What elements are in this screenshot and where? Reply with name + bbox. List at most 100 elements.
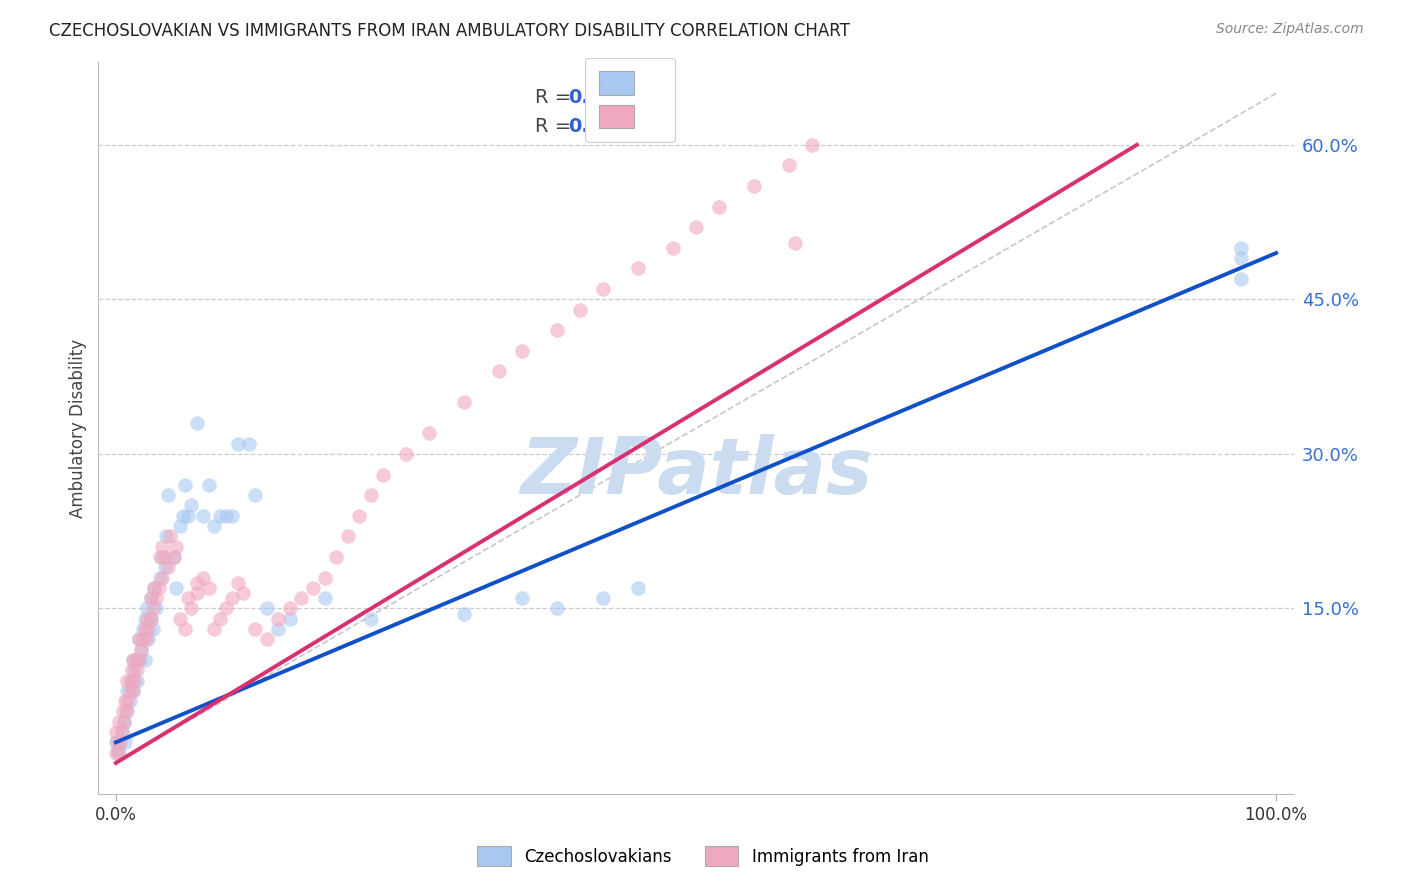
Point [136, 612, 159, 626]
Point [135, 632, 157, 647]
Point [174, 478, 197, 492]
Point [177, 591, 200, 606]
Point [134, 622, 156, 636]
Point [128, 632, 150, 647]
Point [238, 436, 260, 450]
Point [627, 581, 650, 595]
Point [685, 220, 707, 235]
Text: R =: R = [534, 88, 576, 107]
Point [110, 735, 132, 749]
Point [568, 302, 591, 317]
Point [139, 591, 162, 606]
Point [111, 725, 134, 739]
Point [114, 735, 136, 749]
Text: N =: N = [614, 117, 671, 136]
Point [150, 570, 173, 584]
Point [121, 663, 143, 677]
Point [128, 653, 150, 667]
Point [122, 653, 145, 667]
Point [120, 673, 142, 688]
Point [114, 694, 136, 708]
Point [215, 508, 238, 523]
Point [1230, 241, 1253, 255]
Point [325, 549, 347, 564]
Point [592, 282, 614, 296]
Point [191, 508, 214, 523]
Point [302, 581, 325, 595]
Point [149, 549, 172, 564]
Text: N =: N = [614, 88, 671, 107]
Point [131, 632, 153, 647]
Point [453, 607, 475, 621]
Point [243, 488, 266, 502]
Point [136, 601, 159, 615]
Point [267, 622, 290, 636]
Text: ZIPatlas: ZIPatlas [520, 434, 872, 510]
Point [256, 601, 278, 615]
Point [107, 740, 129, 755]
Legend: Czechoslovakians, Immigrants from Iran: Czechoslovakians, Immigrants from Iran [470, 838, 936, 875]
Point [128, 653, 150, 667]
Point [157, 560, 180, 574]
Point [336, 529, 359, 543]
Point [197, 581, 219, 595]
Point [290, 591, 312, 606]
Point [371, 467, 394, 482]
Point [546, 601, 568, 615]
Point [418, 426, 440, 441]
Point [139, 612, 162, 626]
Point [226, 436, 249, 450]
Point [165, 540, 187, 554]
Point [108, 746, 131, 760]
Point [122, 684, 145, 698]
Point [172, 508, 194, 523]
Point [143, 581, 166, 595]
Point [256, 632, 278, 647]
Point [349, 508, 371, 523]
Point [148, 581, 170, 595]
Point [742, 179, 765, 194]
Point [709, 200, 731, 214]
Point [314, 570, 336, 584]
Point [122, 684, 145, 698]
Point [661, 241, 683, 255]
Point [778, 158, 800, 172]
Point [111, 705, 134, 719]
Point [627, 261, 650, 276]
Point [204, 519, 226, 533]
Point [314, 591, 336, 606]
Point [128, 632, 150, 647]
Point [104, 746, 127, 760]
Point [153, 560, 176, 574]
Point [115, 705, 138, 719]
Point [510, 591, 533, 606]
Point [1230, 272, 1253, 286]
Point [180, 601, 202, 615]
Point [104, 725, 127, 739]
Text: 0.838: 0.838 [568, 117, 630, 136]
Point [592, 591, 614, 606]
Point [186, 416, 208, 430]
Point [134, 612, 156, 626]
Point [278, 612, 301, 626]
Point [155, 529, 177, 543]
Point [180, 499, 202, 513]
Point [221, 508, 243, 523]
Point [197, 478, 219, 492]
Point [139, 591, 162, 606]
Point [105, 735, 128, 749]
Point [108, 714, 131, 729]
Point [118, 694, 141, 708]
Point [149, 570, 172, 584]
Point [163, 549, 186, 564]
Point [131, 642, 153, 657]
Point [117, 694, 139, 708]
Point [232, 586, 254, 600]
Point [163, 549, 186, 564]
Point [150, 540, 173, 554]
Point [186, 586, 208, 600]
Point [243, 622, 266, 636]
Y-axis label: Ambulatory Disability: Ambulatory Disability [69, 339, 87, 517]
Point [209, 612, 232, 626]
Point [136, 632, 159, 647]
